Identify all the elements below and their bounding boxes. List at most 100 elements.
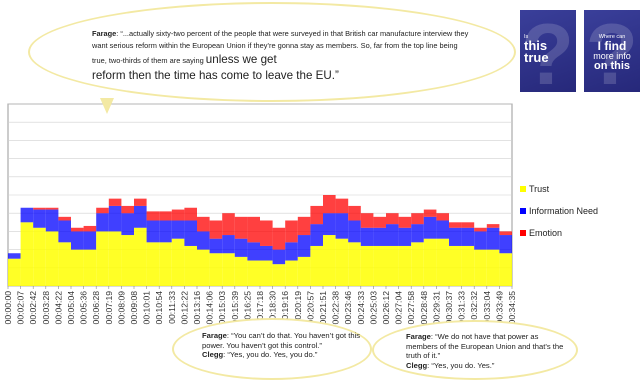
- quote-top-big-1: unless we get: [205, 53, 277, 66]
- bar-trust: [71, 249, 84, 286]
- bar-emotion: [71, 227, 84, 232]
- bars: [8, 195, 512, 286]
- bar-trust: [222, 253, 235, 286]
- x-tick-label: 00:07:19: [104, 291, 114, 325]
- bar-emotion: [33, 207, 46, 210]
- bar-emotion: [159, 211, 172, 221]
- x-tick-label: 00:24:33: [356, 291, 366, 325]
- legend-swatch-emotion: [520, 230, 526, 236]
- speech-bubble-tail: [100, 98, 114, 114]
- bar-trust: [146, 242, 160, 286]
- bar-trust: [398, 245, 412, 286]
- bar-emotion: [423, 209, 437, 217]
- bar-trust: [58, 242, 71, 286]
- x-tick-label: 00:25:03: [368, 291, 378, 325]
- quote-top-speaker: Farage: [92, 29, 117, 38]
- bar-information-need: [121, 213, 134, 236]
- question-tile-more-info: ? Where can I find more info on this: [584, 10, 640, 92]
- quote-bubble-top: Farage: “...actually sixty-two percent o…: [28, 2, 516, 102]
- bar-emotion: [121, 205, 134, 214]
- bar-emotion: [45, 207, 59, 210]
- x-tick-label: 00:26:12: [381, 291, 391, 325]
- bar-trust: [134, 227, 147, 286]
- bar-information-need: [474, 231, 487, 250]
- bar-trust: [474, 249, 487, 286]
- quote-br-line1: : “We do not have that power as members …: [406, 332, 564, 361]
- tile-b-line1: I find: [597, 39, 627, 53]
- x-tick-label: 00:16:25: [242, 291, 252, 325]
- bar-trust: [486, 249, 500, 286]
- bar-emotion: [209, 220, 223, 239]
- quote-top-big-2: reform then the time has come to leave t…: [92, 69, 339, 82]
- x-tick-label: 00:20:19: [293, 291, 303, 325]
- legend-item-emotion: Emotion: [520, 228, 598, 239]
- tile-a-line1: this: [524, 38, 548, 53]
- quote-bubble-bottom-left: Farage: “You can’t do that. You haven’t …: [172, 318, 372, 380]
- bar-information-need: [436, 220, 449, 239]
- bar-trust: [323, 235, 336, 286]
- bar-trust: [45, 231, 59, 286]
- x-tick-label: 00:18:30: [268, 291, 278, 325]
- x-tick-label: 00:13:16: [192, 291, 202, 325]
- bar-information-need: [234, 238, 248, 257]
- bar-information-need: [171, 220, 185, 239]
- bar-trust: [436, 238, 449, 286]
- bar-trust: [461, 245, 475, 286]
- bar-information-need: [33, 209, 46, 228]
- bar-trust: [108, 231, 122, 286]
- bar-emotion: [499, 231, 512, 236]
- legend-swatch-information-need: [520, 208, 526, 214]
- bar-emotion: [373, 216, 386, 228]
- x-tick-label: 00:05:04: [66, 291, 76, 325]
- bar-information-need: [197, 231, 210, 250]
- x-tick-label: 00:15:39: [230, 291, 240, 325]
- bar-information-need: [297, 235, 311, 257]
- bar-information-need: [260, 245, 273, 261]
- bar-information-need: [20, 207, 34, 223]
- quote-br-speaker2: Clegg: [406, 360, 428, 370]
- bar-emotion: [260, 220, 273, 246]
- bar-emotion: [436, 213, 449, 221]
- quote-bl-line2: : “Yes, you do. Yes, you do.”: [223, 350, 318, 360]
- bar-information-need: [134, 205, 147, 228]
- question-tile-is-this-true: ? Is this true: [520, 10, 576, 92]
- bar-information-need: [310, 224, 323, 246]
- quote-bottom-right-text: Farage: “We do not have that power as me…: [406, 332, 570, 370]
- quote-br-speaker1: Farage: [406, 332, 431, 341]
- bar-information-need: [323, 213, 336, 236]
- bar-trust: [209, 253, 223, 286]
- x-tick-label: 00:09:08: [129, 291, 139, 325]
- bar-information-need: [108, 205, 122, 232]
- bar-information-need: [373, 227, 386, 246]
- bar-emotion: [486, 224, 500, 228]
- bar-emotion: [360, 213, 374, 228]
- x-tick-label: 00:30:37: [444, 291, 454, 325]
- bar-information-need: [360, 227, 374, 246]
- bar-emotion: [197, 216, 210, 232]
- bar-trust: [247, 260, 260, 286]
- x-tick-label: 00:14:06: [205, 291, 215, 325]
- bar-emotion: [461, 222, 475, 228]
- bar-information-need: [449, 227, 462, 246]
- bar-emotion: [449, 222, 462, 228]
- bar-emotion: [146, 211, 160, 221]
- x-tick-label: 00:05:36: [79, 291, 89, 325]
- tile-a-small: Is: [524, 34, 529, 40]
- legend-label-trust: Trust: [529, 184, 550, 194]
- bar-information-need: [96, 213, 109, 232]
- bar-trust: [499, 253, 512, 286]
- bar-trust: [8, 258, 21, 286]
- bar-trust: [449, 245, 462, 286]
- x-tick-label: 00:17:18: [255, 291, 265, 325]
- bar-emotion: [108, 198, 122, 206]
- legend-swatch-trust: [520, 186, 526, 192]
- bar-emotion: [58, 216, 71, 221]
- bar-emotion: [272, 227, 286, 250]
- bar-trust: [297, 256, 311, 286]
- bar-information-need: [71, 231, 84, 250]
- x-tick-label: 00:21:51: [318, 291, 328, 325]
- x-tick-label: 00:32:32: [469, 291, 479, 325]
- bar-emotion: [134, 198, 147, 206]
- x-tick-label: 00:10:54: [154, 291, 164, 325]
